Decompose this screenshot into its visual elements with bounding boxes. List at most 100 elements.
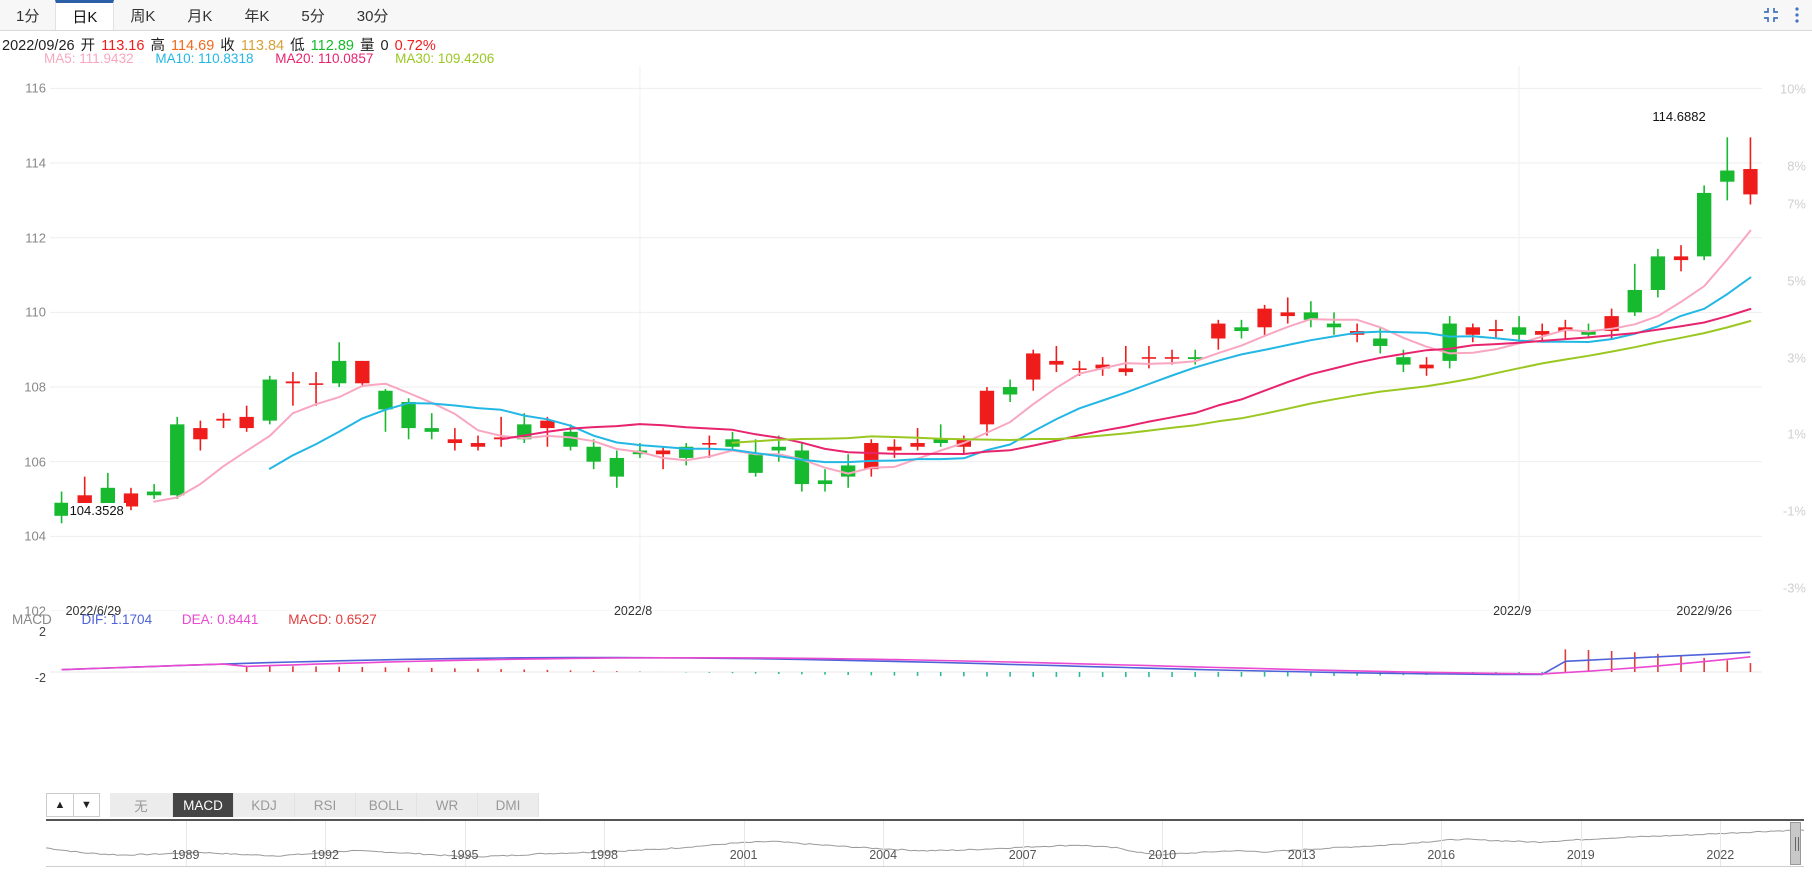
price-tick-106: 106	[24, 454, 46, 470]
tab-label: 日K	[72, 9, 98, 26]
high-value: 114.69	[170, 38, 215, 54]
minimap-gridline	[1022, 821, 1024, 866]
low-value: 112.89	[310, 38, 354, 54]
tab-monthk[interactable]: 月K	[171, 0, 228, 30]
minimap-year-1992: 1992	[311, 848, 339, 862]
indicator-none[interactable]: 无	[110, 793, 173, 817]
low-label: 低	[290, 38, 305, 54]
tab-weekk[interactable]: 周K	[114, 0, 171, 30]
minimap-gridline	[185, 821, 187, 866]
tab-label: 30分	[356, 7, 389, 25]
dif-value: 1.1704	[110, 612, 153, 627]
price-tick-112: 112	[25, 230, 46, 246]
ma30-legend: MA30: 109.4206	[395, 51, 494, 66]
price-axis-left: 116 114 112 110 108 106 104 102	[0, 66, 50, 619]
minimap-year-2019: 2019	[1566, 848, 1595, 862]
tab-dayk[interactable]: 日K	[55, 0, 115, 30]
minimap-sparkline	[46, 829, 1804, 858]
indicator-kdj[interactable]: KDJ	[234, 793, 295, 817]
minimap-year-2022: 2022	[1706, 848, 1735, 862]
indicator-boll[interactable]: BOLL	[356, 793, 417, 817]
history-minimap[interactable]: 1989 1992 1995 1998 2001 2004 2007 2010 2013 2016…	[46, 819, 1804, 867]
pct-tick-8pct: 8%	[1787, 158, 1806, 174]
tab-5min[interactable]: 5分	[285, 0, 340, 30]
indicator-tabbar: ▲ ▼ 无 MACD KDJ RSI BOLL WR DMI	[46, 793, 539, 817]
minimap-year-1995: 1995	[450, 848, 479, 862]
price-tick-108: 108	[24, 379, 46, 395]
handle-grip	[1798, 836, 1799, 851]
macd-title: MACD	[12, 612, 52, 627]
indbar-gap	[100, 793, 110, 817]
minimap-year-1989: 1989	[171, 848, 200, 862]
pct-tick-10pct: 10%	[1779, 81, 1806, 97]
ma10-legend: MA10: 110.8318	[155, 51, 257, 66]
ma10-label: MA10:	[155, 51, 195, 66]
more-vertical-icon[interactable]	[1794, 6, 1800, 24]
price-tick-116: 116	[25, 80, 46, 96]
price-chart[interactable]: 116 114 112 110 108 106 104 102 10% 8% 7% 5% 3% 1% -1…	[0, 66, 1812, 619]
tab-label: 1分	[16, 7, 40, 25]
ma10-value: 110.8318	[198, 51, 254, 66]
tab-label: 周K	[130, 7, 156, 25]
tab-yeark[interactable]: 年K	[228, 0, 285, 30]
indicator-dmi[interactable]: DMI	[478, 793, 539, 817]
dea-label: DEA:	[181, 612, 214, 627]
macd-legend: MACD DIF: 1.1704 DEA: 0.8441 MACD: 0.652…	[12, 612, 403, 627]
pct-tick-3pct: 3%	[1787, 350, 1806, 366]
minimap-year-2001: 2001	[729, 848, 758, 862]
candlestick-svg	[50, 66, 1762, 612]
macd-panel[interactable]: MACD DIF: 1.1704 DEA: 0.8441 MACD: 0.652…	[0, 610, 1812, 710]
date-tick: 2022/9	[1493, 604, 1532, 618]
close-label: 收	[220, 38, 235, 54]
indicator-wr[interactable]: WR	[417, 793, 478, 817]
ma20-label: MA20:	[275, 51, 315, 66]
minimap-year-2007: 2007	[1008, 848, 1037, 862]
candlestick-plot[interactable]: 114.6882 104.3528	[50, 66, 1762, 612]
tab-1min[interactable]: 1分	[0, 0, 55, 30]
indicator-down-button[interactable]: ▼	[73, 793, 100, 817]
indicator-up-button[interactable]: ▲	[46, 793, 73, 817]
minimap-year-2013: 2013	[1287, 848, 1316, 862]
indicator-rsi[interactable]: RSI	[295, 793, 356, 817]
tab-30min[interactable]: 30分	[341, 0, 405, 30]
macd-dea: DEA: 0.8441	[182, 612, 262, 627]
open-value: 113.16	[101, 38, 145, 54]
tab-label: 5分	[301, 7, 325, 25]
macd-tick-top: 2	[39, 625, 46, 639]
macd-value: 0.6527	[335, 612, 377, 627]
percent-axis-right: 10% 8% 7% 5% 3% 1% -1% -3%	[1764, 66, 1810, 611]
ma-legend: MA5: 111.9432 MA10: 110.8318 MA20: 110.0…	[44, 51, 512, 66]
close-value: 113.84	[240, 38, 285, 54]
macd-axis: 2 -2	[0, 610, 50, 710]
minimap-range-handle[interactable]	[1790, 822, 1801, 865]
minimap-gridline	[325, 821, 327, 866]
minimap-gridline	[1720, 821, 1722, 866]
macd-tick-bottom: -2	[34, 671, 46, 685]
quote-info-line: 2022/09/26 开 113.16 高 114.69 收 113.84 低 …	[2, 34, 438, 55]
price-tick-104: 104	[24, 528, 46, 544]
minimap-gridline	[604, 821, 606, 866]
ma20-legend: MA20: 110.0857	[275, 51, 377, 66]
handle-grip	[1795, 836, 1796, 851]
macd-hist: MACD: 0.6527	[288, 612, 377, 627]
dea-value: 0.8441	[217, 612, 259, 627]
minimap-year-2004: 2004	[869, 848, 898, 862]
period-tabbar: 1分 日K 周K 月K 年K 5分 30分	[0, 0, 1812, 31]
price-tick-114: 114	[25, 155, 46, 171]
date-tick: 2022/9/26	[1676, 604, 1733, 618]
ma5-legend: MA5: 111.9432	[44, 51, 137, 66]
macd-label: MACD:	[288, 612, 332, 627]
minimap-gridline	[464, 821, 466, 866]
ma20-value: 110.0857	[318, 51, 374, 66]
minimap-gridline	[1162, 821, 1164, 866]
collapse-fullscreen-icon[interactable]	[1762, 6, 1780, 24]
pct-tick--3pct: -3%	[1782, 580, 1806, 596]
minimap-year-1998: 1998	[590, 848, 618, 862]
minimap-gridline	[1301, 821, 1303, 866]
macd-plot	[50, 610, 1762, 710]
minimap-gridline	[883, 821, 885, 866]
ma30-label: MA30:	[395, 51, 435, 66]
pct-tick-5pct: 5%	[1787, 273, 1806, 289]
ma5-label: MA5:	[44, 51, 76, 66]
indicator-macd[interactable]: MACD	[173, 793, 234, 817]
